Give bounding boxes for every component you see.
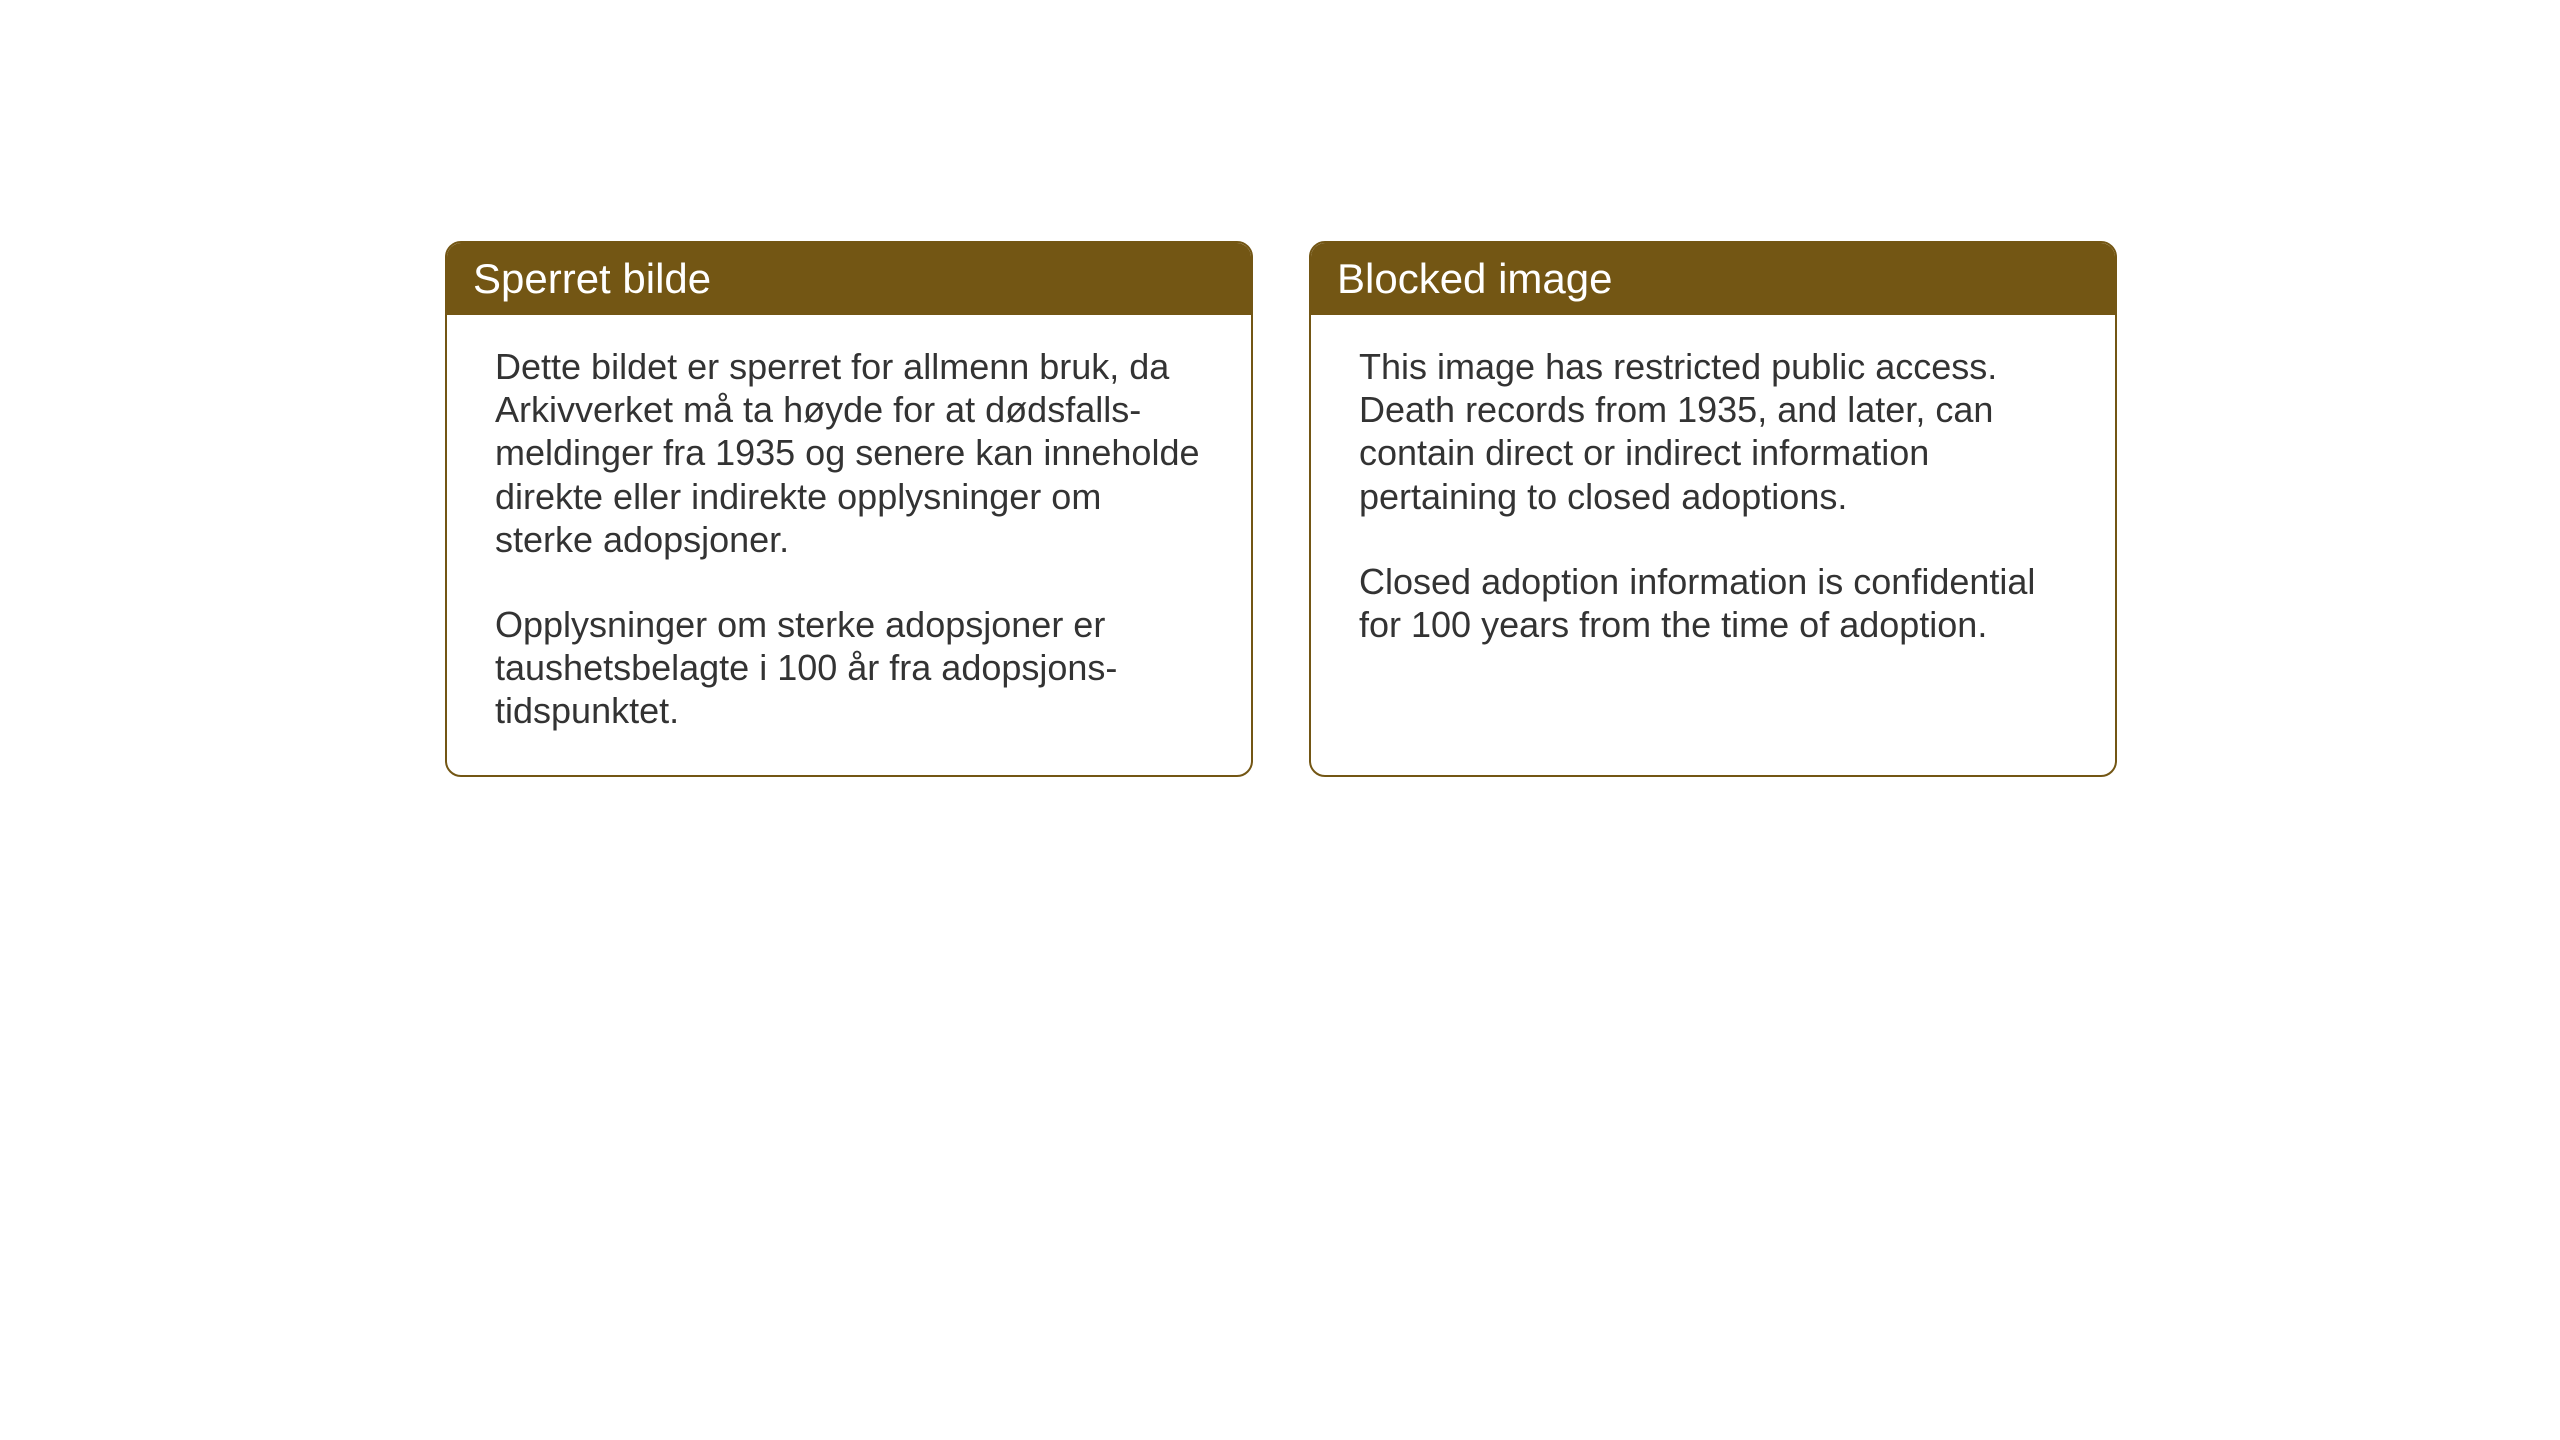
card-norwegian-body: Dette bildet er sperret for allmenn bruk… [447,315,1251,775]
card-norwegian-title: Sperret bilde [473,255,711,302]
card-english-paragraph-2: Closed adoption information is confident… [1359,560,2067,646]
card-english-body: This image has restricted public access.… [1311,315,2115,688]
card-english: Blocked image This image has restricted … [1309,241,2117,777]
card-norwegian: Sperret bilde Dette bildet er sperret fo… [445,241,1253,777]
card-norwegian-paragraph-2: Opplysninger om sterke adopsjoner er tau… [495,603,1203,733]
card-english-paragraph-1: This image has restricted public access.… [1359,345,2067,518]
cards-container: Sperret bilde Dette bildet er sperret fo… [445,241,2117,777]
card-norwegian-paragraph-1: Dette bildet er sperret for allmenn bruk… [495,345,1203,561]
card-norwegian-header: Sperret bilde [447,243,1251,315]
card-english-header: Blocked image [1311,243,2115,315]
card-english-title: Blocked image [1337,255,1612,302]
